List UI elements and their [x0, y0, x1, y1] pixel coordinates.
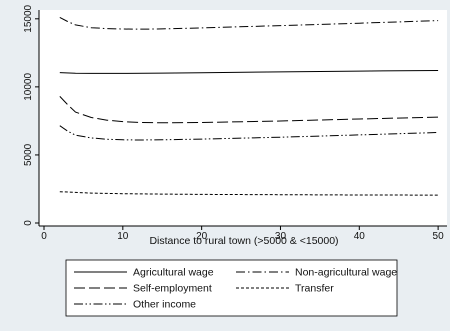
- x-axis-title: Distance to rural town (>5000 & <15000): [149, 235, 338, 247]
- x-tick-label: 0: [41, 231, 47, 242]
- x-tick-label: 30: [275, 231, 287, 242]
- series-layer: [59, 16, 439, 196]
- y-tick-label: 15000: [23, 4, 34, 32]
- y-tick-label: 5000: [23, 143, 34, 166]
- x-tick-label: 40: [354, 231, 366, 242]
- x-tick-label: 20: [196, 231, 208, 242]
- series-line-transfer: [59, 191, 439, 196]
- x-tick-label: 50: [433, 231, 445, 242]
- legend-label: Other income: [133, 299, 196, 311]
- legend-label: Agricultural wage: [133, 267, 214, 279]
- y-tick-label: 10000: [23, 73, 34, 101]
- series-line-other-income: [59, 125, 439, 141]
- legend-label: Self-employment: [133, 283, 212, 295]
- x-tick-label: 10: [117, 231, 129, 242]
- plot-area: [39, 10, 447, 226]
- series-line-self-employment: [59, 96, 439, 124]
- series-line-agricultural-wage: [59, 70, 439, 74]
- legend: Agricultural wage Non-agricultural wage Se…: [65, 259, 398, 317]
- y-tick-label: 0: [23, 220, 34, 226]
- legend-label: Transfer: [295, 283, 334, 295]
- legend-label: Non-agricultural wage: [295, 267, 397, 279]
- series-line-non-agricultural-wage: [59, 16, 439, 30]
- axes: 0 10 20 30 40 50 0 5000 10000 15000: [23, 4, 447, 242]
